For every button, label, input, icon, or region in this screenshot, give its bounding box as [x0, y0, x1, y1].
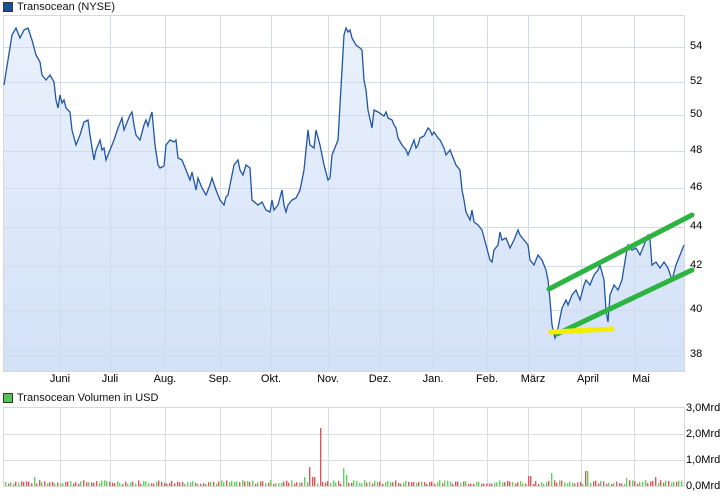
- volume-y-tick: 1,0Mrd: [686, 454, 721, 466]
- volume-y-tick: 0,0Mrd: [686, 480, 721, 492]
- price-area-fill: [4, 28, 684, 371]
- volume-legend: Transocean Volumen in USD: [3, 392, 158, 404]
- price-legend-swatch: [3, 2, 13, 12]
- support-line: [548, 326, 615, 335]
- price-y-tick: 42: [690, 259, 703, 271]
- x-tick-month: Nov.: [317, 373, 339, 385]
- x-tick-month: Jan.: [422, 373, 444, 385]
- volume-bars: [5, 428, 683, 486]
- x-tick-month: März: [520, 373, 546, 385]
- volume-y-tick: 2,0Mrd: [686, 428, 721, 440]
- x-tick-month: Sep.: [208, 373, 232, 385]
- volume-legend-label: Transocean Volumen in USD: [17, 392, 159, 404]
- price-y-tick: 44: [690, 220, 703, 232]
- price-y-tick: 54: [690, 40, 703, 52]
- volume-legend-swatch: [3, 393, 13, 403]
- x-tick-month: Mai: [632, 373, 650, 385]
- price-y-tick: 48: [690, 144, 703, 156]
- x-tick-month: Aug.: [153, 373, 177, 385]
- x-tick-month: April: [576, 373, 600, 385]
- price-y-tick: 46: [690, 181, 703, 193]
- price-y-tick: 50: [690, 108, 703, 120]
- x-tick-month: Dez.: [368, 373, 392, 385]
- x-tick-month: Feb.: [475, 373, 499, 385]
- x-tick-month: Juni: [49, 373, 71, 385]
- price-legend: Transocean (NYSE): [3, 1, 115, 13]
- price-y-tick: 40: [690, 303, 703, 315]
- volume-gridlines: [4, 408, 684, 486]
- lower-trend-line: [554, 267, 695, 337]
- price-legend-label: Transocean (NYSE): [17, 1, 116, 13]
- price-y-tick: 52: [690, 75, 703, 87]
- x-tick-month: Okt.: [260, 373, 282, 385]
- x-tick-month: Juli: [101, 373, 119, 385]
- volume-y-tick: 3,0Mrd: [686, 402, 721, 414]
- price-y-tick: 38: [690, 348, 703, 360]
- upper-trend-line: [546, 212, 695, 292]
